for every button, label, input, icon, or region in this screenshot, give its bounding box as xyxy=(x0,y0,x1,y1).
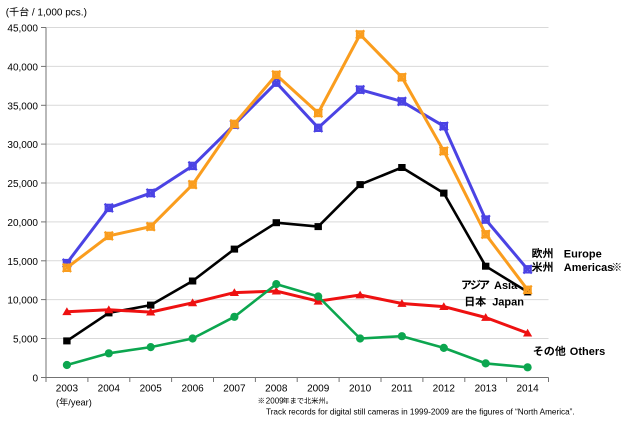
svg-text:35,000: 35,000 xyxy=(7,101,38,112)
svg-text:2013: 2013 xyxy=(475,383,498,394)
svg-text:2012: 2012 xyxy=(433,383,456,394)
svg-text:2007: 2007 xyxy=(223,383,246,394)
svg-text:2010: 2010 xyxy=(349,383,372,394)
svg-text:(: ( xyxy=(6,7,10,18)
svg-text:15,000: 15,000 xyxy=(7,257,38,268)
svg-text:0: 0 xyxy=(32,373,38,384)
svg-text:Japan: Japan xyxy=(492,297,524,309)
svg-text:2009: 2009 xyxy=(266,396,284,405)
svg-text:Americas: Americas xyxy=(564,262,614,274)
svg-text:2011: 2011 xyxy=(391,383,413,394)
svg-text:2008: 2008 xyxy=(265,383,288,394)
svg-text:30,000: 30,000 xyxy=(7,140,38,151)
svg-text:25,000: 25,000 xyxy=(7,179,38,190)
svg-text:Asia: Asia xyxy=(494,280,518,292)
svg-text:40,000: 40,000 xyxy=(7,62,38,73)
svg-text:(: ( xyxy=(56,397,59,407)
svg-text:2006: 2006 xyxy=(181,383,204,394)
svg-text:Europe: Europe xyxy=(564,248,602,260)
svg-text:2005: 2005 xyxy=(140,383,163,394)
svg-text:2003: 2003 xyxy=(56,383,79,394)
svg-text:45,000: 45,000 xyxy=(7,24,38,35)
svg-text:10,000: 10,000 xyxy=(7,296,38,307)
svg-text:20,000: 20,000 xyxy=(7,218,38,229)
svg-text:2009: 2009 xyxy=(307,383,330,394)
svg-text:2004: 2004 xyxy=(98,383,121,394)
svg-text:2014: 2014 xyxy=(516,383,539,394)
svg-text:Others: Others xyxy=(570,346,605,358)
svg-text:/ 1,000 pcs.): / 1,000 pcs.) xyxy=(29,7,87,18)
svg-text:/year): /year) xyxy=(68,397,92,407)
svg-text:5,000: 5,000 xyxy=(13,335,38,346)
svg-text:Track records for digital stil: Track records for digital still cameras … xyxy=(266,408,575,417)
